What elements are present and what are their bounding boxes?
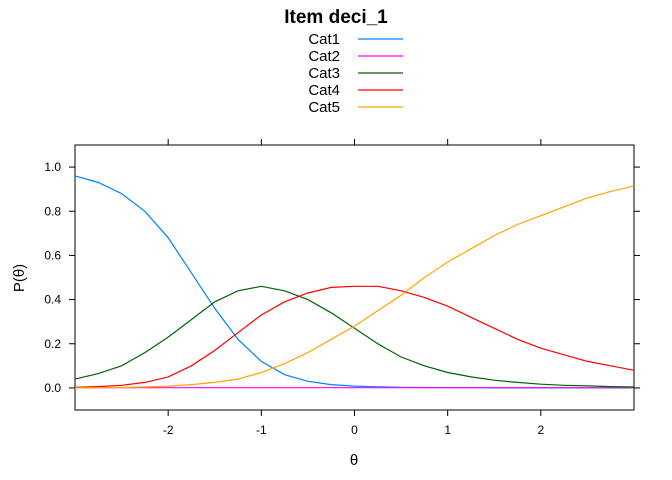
chart-title: Item deci_1 — [284, 7, 388, 28]
x-tick-label: 2 — [537, 423, 544, 437]
x-tick-label: 1 — [444, 423, 451, 437]
x-tick-label: 0 — [351, 423, 358, 437]
series-line-cat5 — [74, 185, 635, 389]
series-line-cat3 — [74, 285, 635, 388]
y-tick-label: 0.2 — [44, 337, 61, 351]
series-line-cat1 — [74, 175, 634, 389]
series-lines — [74, 175, 635, 389]
y-tick-label: 0.4 — [44, 293, 61, 307]
legend-label-cat5: Cat5 — [308, 99, 340, 116]
x-tick-label: -1 — [256, 423, 267, 437]
y-axis-label: P(θ) — [11, 264, 28, 292]
legend-label-cat4: Cat4 — [308, 82, 340, 99]
y-tick-label: 0.6 — [44, 248, 61, 262]
y-tick-label: 0.0 — [44, 381, 61, 395]
plot-frame — [74, 144, 635, 411]
legend-label-cat2: Cat2 — [308, 48, 340, 65]
legend-label-cat3: Cat3 — [308, 65, 340, 82]
legend-label-cat1: Cat1 — [308, 31, 340, 48]
y-tick-label: 1.0 — [44, 160, 61, 174]
axis-ticks: -2 -1 0 1 2 0.0 0.2 0.4 0.6 0.8 1.0 — [44, 139, 640, 437]
x-tick-label: -2 — [163, 423, 174, 437]
x-axis-label: θ — [350, 452, 358, 469]
series-line-cat4 — [74, 285, 635, 388]
y-tick-label: 0.8 — [44, 204, 61, 218]
